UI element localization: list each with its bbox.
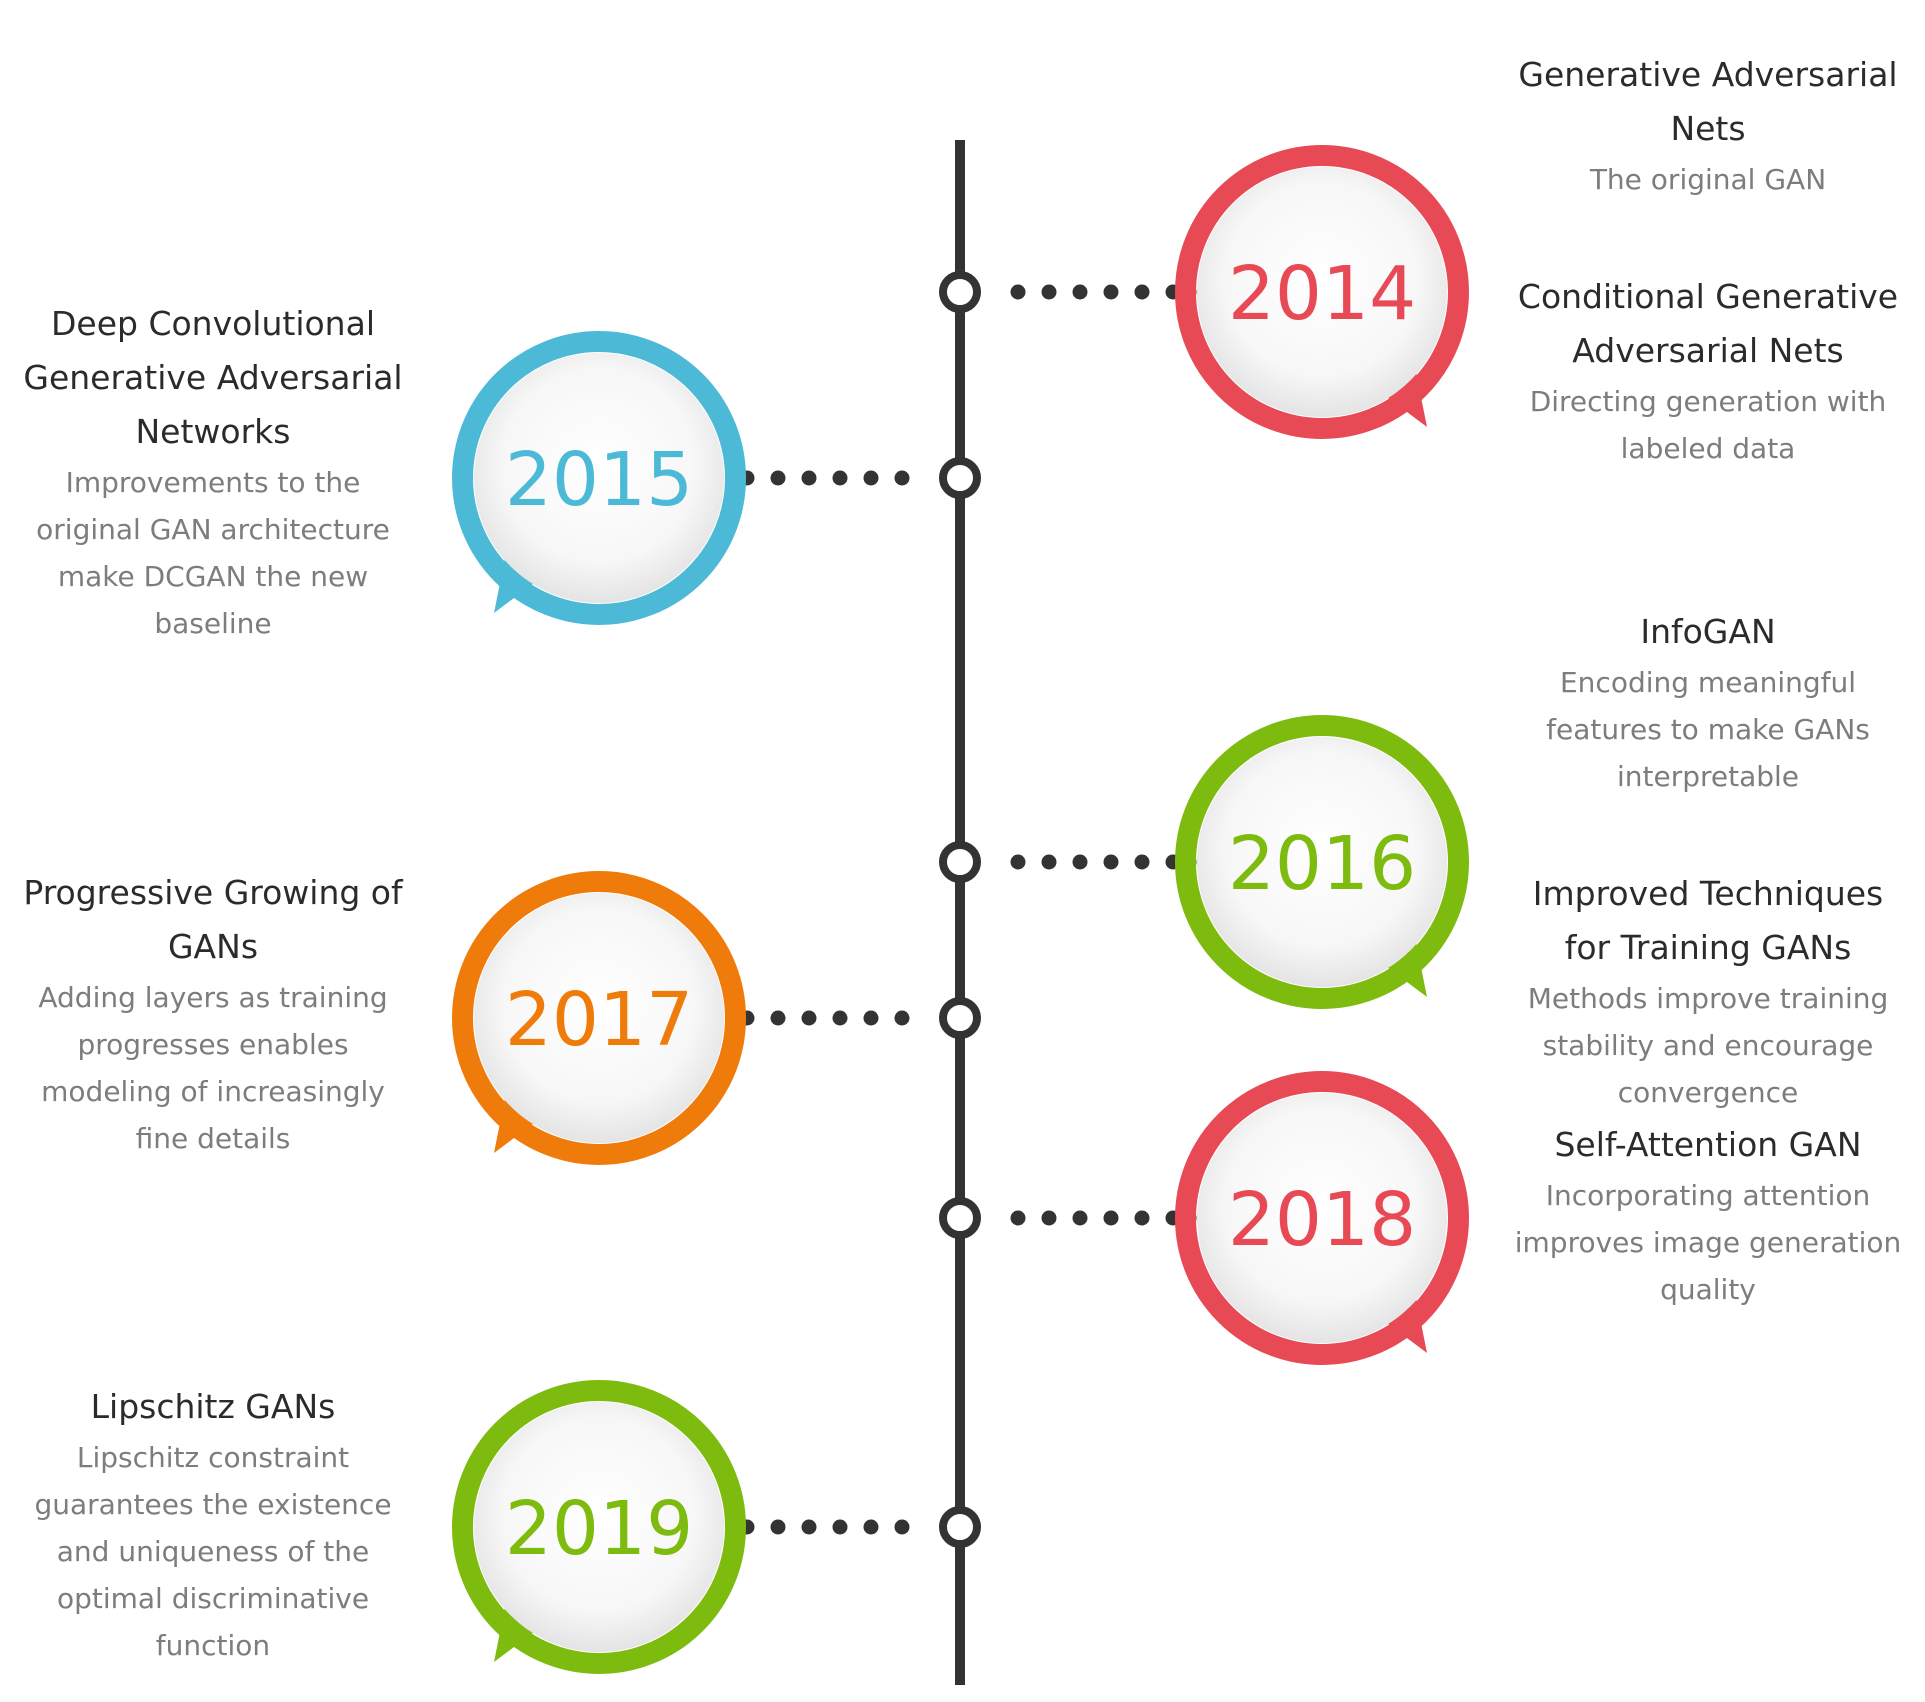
entry-title: Generative Adversarial Nets — [1518, 55, 1898, 148]
year-bubble-ring — [452, 871, 746, 1165]
entry-infogan: InfoGAN Encoding meaningful features to … — [1508, 605, 1908, 800]
milestone-2019: 2019 — [452, 1380, 981, 1674]
timeline-axis — [955, 140, 965, 1685]
entry-progressive-gan: Progressive Growing of GANs Adding layer… — [13, 866, 413, 1162]
timeline-node — [939, 457, 981, 499]
entry-description: Improvements to the original GAN archite… — [36, 466, 390, 640]
entry-lipschitz-gan: Lipschitz GANs Lipschitz constraint guar… — [13, 1380, 413, 1669]
connector-dot — [1072, 284, 1088, 300]
connector-dot — [1134, 1210, 1150, 1226]
year-bubble-face — [474, 1402, 724, 1652]
entry-description: Incorporating attention improves image g… — [1514, 1179, 1902, 1306]
entry-cgan: Conditional Generative Adversarial Nets … — [1508, 270, 1908, 472]
connector-dot — [770, 1010, 786, 1026]
connector-dot — [1041, 854, 1057, 870]
year-bubble-ring — [1175, 1071, 1469, 1365]
connector-dot — [801, 470, 817, 486]
connector-dot — [1010, 854, 1026, 870]
year-label: 2015 — [505, 437, 693, 523]
connector-dot — [894, 470, 910, 486]
connector-dot — [770, 1519, 786, 1535]
connector-dot — [1103, 854, 1119, 870]
entry-self-attention-gan: Self-Attention GAN Incorporating attenti… — [1508, 1118, 1908, 1313]
entry-title: Progressive Growing of GANs — [23, 873, 403, 966]
entry-dcgan: Deep Convolutional Generative Adversaria… — [13, 297, 413, 647]
connector-dot — [832, 470, 848, 486]
timeline-node — [939, 1506, 981, 1548]
connector-dot — [1134, 854, 1150, 870]
year-bubble-ring — [1175, 145, 1469, 439]
connector-dot — [894, 1519, 910, 1535]
year-bubble-face — [474, 353, 724, 603]
milestone-2017: 2017 — [452, 871, 981, 1165]
milestone-2016: 2016 — [939, 715, 1469, 1009]
entry-title: Deep Convolutional Generative Adversaria… — [23, 304, 403, 451]
milestone-2014: 2014 — [939, 145, 1469, 439]
connector-dot — [1134, 284, 1150, 300]
entry-description: Adding layers as training progresses ena… — [38, 981, 388, 1155]
year-bubble-ring — [452, 1380, 746, 1674]
connector-dot — [1041, 284, 1057, 300]
connector-dot — [1072, 854, 1088, 870]
entry-improved-techniques: Improved Techniques for Training GANs Me… — [1508, 867, 1908, 1116]
entry-title: Lipschitz GANs — [90, 1387, 336, 1426]
timeline-node — [939, 271, 981, 313]
entry-description: Directing generation with labeled data — [1529, 385, 1887, 465]
connector-dot — [1010, 1210, 1026, 1226]
year-bubble-face — [1197, 737, 1447, 987]
timeline-node — [939, 1197, 981, 1239]
connector-dot — [1041, 1210, 1057, 1226]
year-label: 2018 — [1228, 1177, 1416, 1263]
entry-gan: Generative Adversarial Nets The original… — [1508, 48, 1908, 203]
year-bubble-face — [1197, 1093, 1447, 1343]
year-bubble-ring — [1175, 715, 1469, 1009]
year-bubble-face — [474, 893, 724, 1143]
year-label: 2017 — [505, 977, 693, 1063]
entry-title: Self-Attention GAN — [1554, 1125, 1862, 1164]
connector-dot — [863, 1010, 879, 1026]
connector-dot — [801, 1519, 817, 1535]
connector-dot — [1072, 1210, 1088, 1226]
year-label: 2016 — [1228, 821, 1416, 907]
entry-description: Encoding meaningful features to make GAN… — [1546, 666, 1870, 793]
entry-title: Conditional Generative Adversarial Nets — [1517, 277, 1899, 370]
timeline-node — [939, 997, 981, 1039]
year-bubble-face — [1197, 167, 1447, 417]
connector-dot — [1010, 284, 1026, 300]
connector-dot — [1103, 1210, 1119, 1226]
connector-dot — [801, 1010, 817, 1026]
milestone-2018: 2018 — [939, 1071, 1469, 1365]
connector-dot — [863, 1519, 879, 1535]
entry-description: The original GAN — [1589, 163, 1827, 196]
connector-dot — [832, 1519, 848, 1535]
connector-dot — [832, 1010, 848, 1026]
year-label: 2019 — [505, 1486, 693, 1572]
entry-description: Methods improve training stability and e… — [1527, 982, 1889, 1109]
entry-description: Lipschitz constraint guarantees the exis… — [34, 1441, 392, 1662]
entry-title: Improved Techniques for Training GANs — [1532, 874, 1884, 967]
timeline-node — [939, 841, 981, 883]
connector-dot — [1103, 284, 1119, 300]
connector-dot — [894, 1010, 910, 1026]
entry-title: InfoGAN — [1640, 612, 1776, 651]
year-bubble-ring — [452, 331, 746, 625]
connector-dot — [863, 470, 879, 486]
year-label: 2014 — [1228, 251, 1416, 337]
milestone-2015: 2015 — [452, 331, 981, 625]
connector-dot — [770, 470, 786, 486]
